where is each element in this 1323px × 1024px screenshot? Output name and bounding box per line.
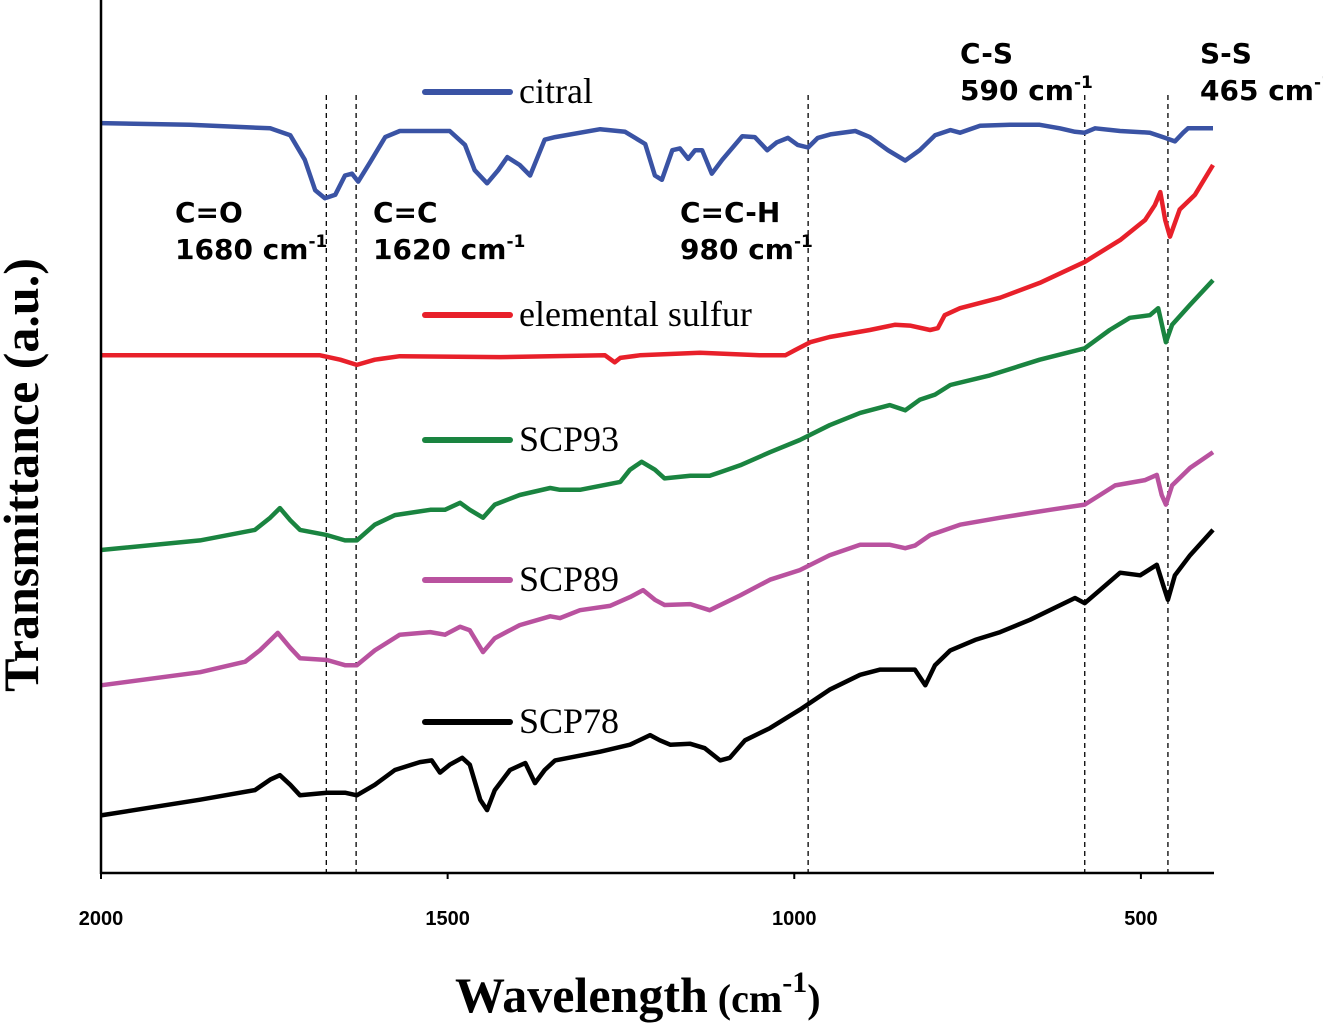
axes <box>99 0 1214 875</box>
annotation-value: 465 cm-1 <box>1200 73 1323 107</box>
series-line-scp93 <box>100 278 1215 553</box>
annotation-group: C=O <box>175 196 243 229</box>
legend-label: SCP89 <box>519 559 619 599</box>
x-tick-label: 1000 <box>772 908 817 930</box>
x-tick-label: 2000 <box>79 908 124 930</box>
annotation-group: C-S <box>960 37 1013 70</box>
series-line-scp78 <box>100 528 1215 818</box>
legend-item-citral: citral <box>422 71 593 111</box>
annotation-group: S-S <box>1200 37 1252 70</box>
x-tick-label: 500 <box>1124 908 1157 930</box>
x-axis-title: Wavelength (cm-1) <box>455 966 821 1023</box>
series-line-citral <box>100 120 1213 201</box>
annotation-value: 590 cm-1 <box>960 73 1093 107</box>
legend-item-elemental-sulfur: elemental sulfur <box>422 294 752 334</box>
legend-label: citral <box>519 71 593 111</box>
x-ticks: 2000 1500 1000 500 <box>79 873 1158 930</box>
legend-item-scp78: SCP78 <box>422 701 619 741</box>
series-line-elemental-sulfur <box>101 163 1215 368</box>
legend-label: SCP78 <box>519 701 619 741</box>
x-tick-label: 1500 <box>425 908 470 930</box>
y-axis-title: Transmittance (a.u.) <box>0 258 49 692</box>
annotation-value: 980 cm-1 <box>680 232 813 266</box>
annotation-group: C=C <box>373 196 438 229</box>
legend-label: SCP93 <box>519 419 619 459</box>
legend-label: elemental sulfur <box>519 294 752 334</box>
annotation-value: 1680 cm-1 <box>175 232 327 266</box>
series-line-scp89 <box>100 450 1215 688</box>
legend-item-scp93: SCP93 <box>422 419 619 459</box>
annotation-group: C=C-H <box>680 196 780 229</box>
legend-item-scp89: SCP89 <box>422 559 619 599</box>
legend: citral elemental sulfur SCP93 SCP89 SCP78 <box>422 71 752 741</box>
series-group <box>100 120 1215 818</box>
annotation-value: 1620 cm-1 <box>373 232 525 266</box>
